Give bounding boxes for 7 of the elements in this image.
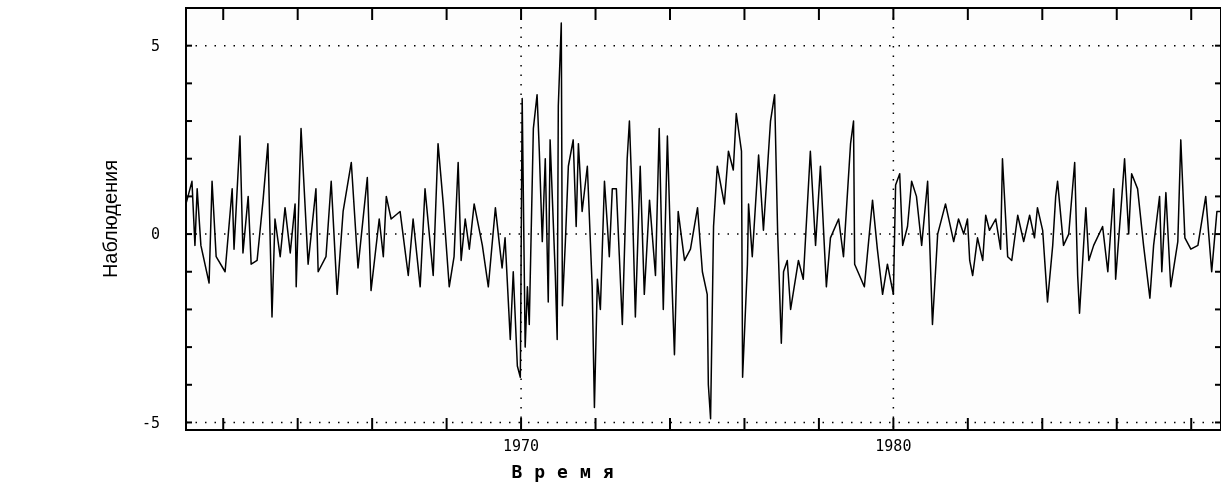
y-axis-title: Наблюдения	[99, 159, 121, 279]
x-axis-title: Время	[511, 461, 626, 482]
y-tick-label: 5	[150, 36, 160, 55]
x-tick-label: 1980	[875, 437, 912, 455]
y-tick-label: -5	[141, 413, 160, 432]
y-tick-label: 0	[150, 225, 160, 244]
x-tick-label: 1970	[503, 437, 540, 455]
